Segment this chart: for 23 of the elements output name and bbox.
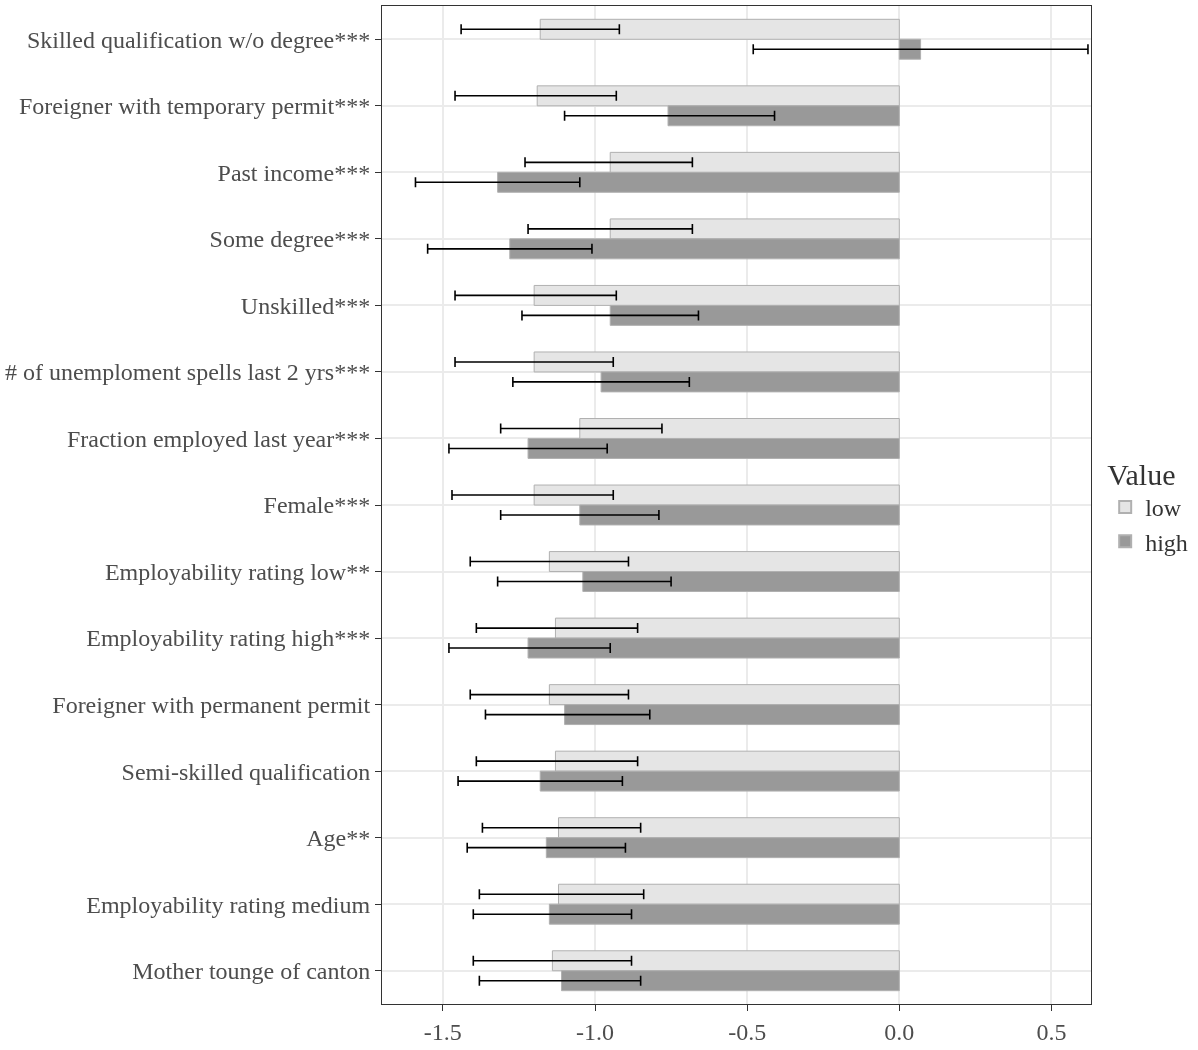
legend-label: low <box>1145 495 1182 522</box>
y-tick-label: Age** <box>306 825 371 852</box>
y-tick-label: Employability rating high*** <box>86 625 371 652</box>
x-tick-label: -1.5 <box>423 1018 462 1045</box>
y-tick-label: Skilled qualification w/o degree*** <box>26 26 371 53</box>
y-tick-label: Employability rating low** <box>104 558 371 585</box>
y-tick-label: Some degree*** <box>209 226 371 253</box>
y-tick-label: Foreigner with temporary permit*** <box>18 93 371 120</box>
x-tick-label: 0.0 <box>884 1018 915 1045</box>
y-tick-label: Employability rating medium <box>86 891 371 918</box>
y-tick-label: Fraction employed last year*** <box>66 425 371 452</box>
y-tick-label: # of unemploment spells last 2 yrs*** <box>4 359 371 386</box>
x-tick-label: -0.5 <box>728 1018 767 1045</box>
legend-label: high <box>1145 529 1188 556</box>
y-tick-label: Foreigner with permanent permit <box>52 692 371 718</box>
legend-title: Value <box>1107 458 1176 491</box>
y-tick-label: Past income*** <box>217 159 371 186</box>
y-tick-label: Mother tounge of canton <box>132 958 371 985</box>
y-tick-label: Semi-skilled qualification <box>121 758 371 785</box>
x-tick-label: -1.0 <box>576 1018 614 1045</box>
x-tick-label: 0.5 <box>1036 1018 1067 1045</box>
y-tick-label: Unskilled*** <box>240 292 371 319</box>
y-tick-label: Female*** <box>263 492 371 519</box>
